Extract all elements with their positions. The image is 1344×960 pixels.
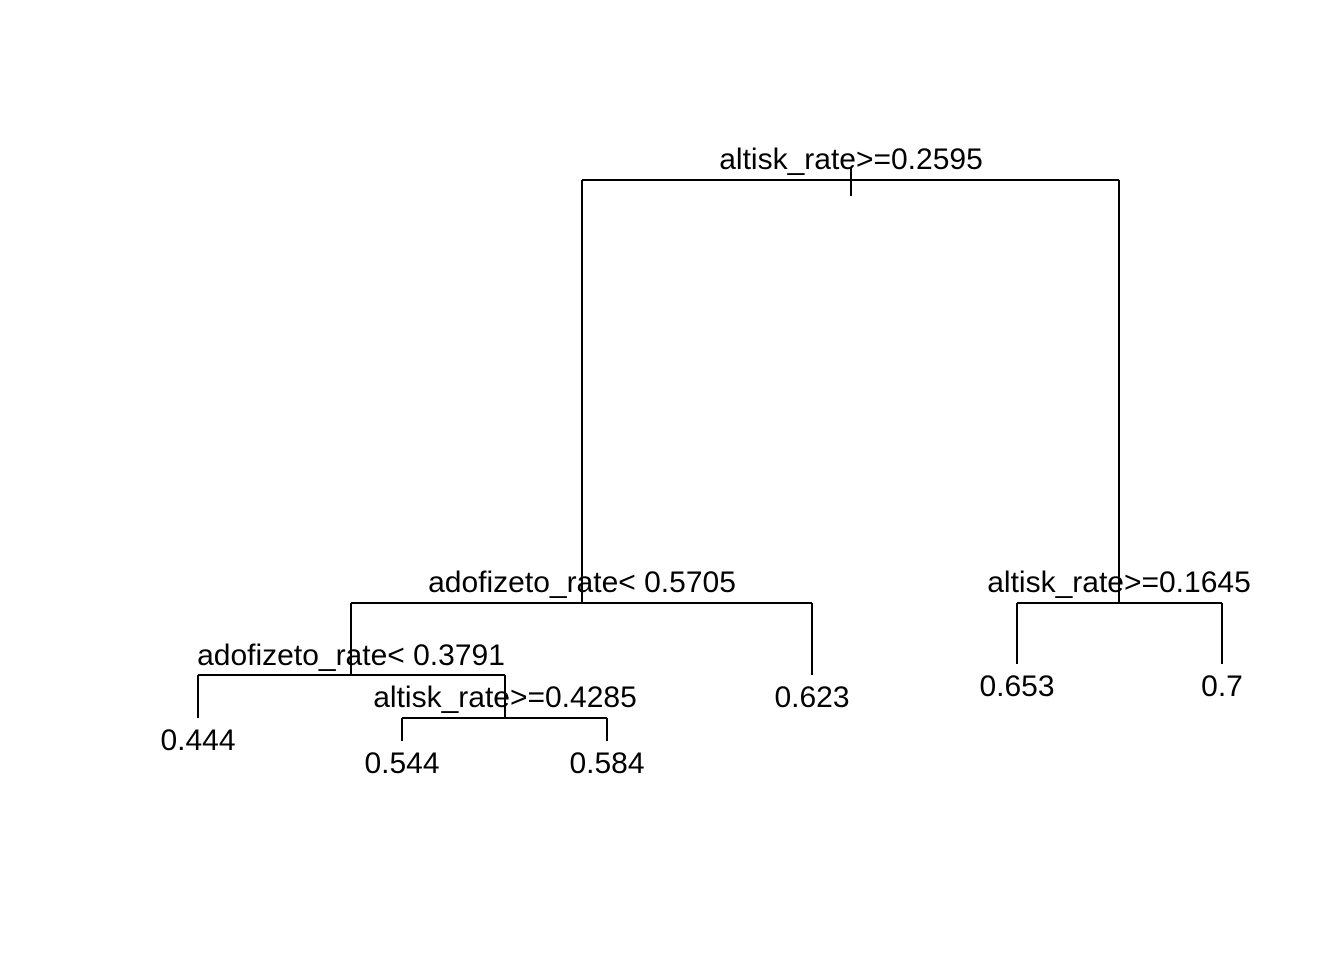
left-left-split-label: adofizeto_rate< 0.3791 [197, 639, 505, 672]
left-left-right-split-label: altisk_rate>=0.4285 [373, 681, 637, 714]
leaf-0544: 0.544 [364, 747, 439, 780]
left-left-split-node: adofizeto_rate< 0.3791 [197, 639, 506, 718]
left-split-node: adofizeto_rate< 0.5705 [350, 566, 813, 675]
left-left-right-split-node: altisk_rate>=0.4285 [373, 681, 637, 741]
leaf-07: 0.7 [1201, 670, 1243, 703]
right-split-label: altisk_rate>=0.1645 [987, 566, 1251, 599]
leaf-0653: 0.653 [979, 670, 1054, 703]
leaf-0584: 0.584 [569, 747, 644, 780]
root-split-node: altisk_rate>=0.2595 [581, 143, 1120, 603]
leaf-0444: 0.444 [160, 724, 235, 757]
right-split-node: altisk_rate>=0.1645 [987, 566, 1251, 664]
root-split-label: altisk_rate>=0.2595 [719, 143, 983, 176]
leaf-0623: 0.623 [774, 681, 849, 714]
left-split-label: adofizeto_rate< 0.5705 [428, 566, 736, 599]
